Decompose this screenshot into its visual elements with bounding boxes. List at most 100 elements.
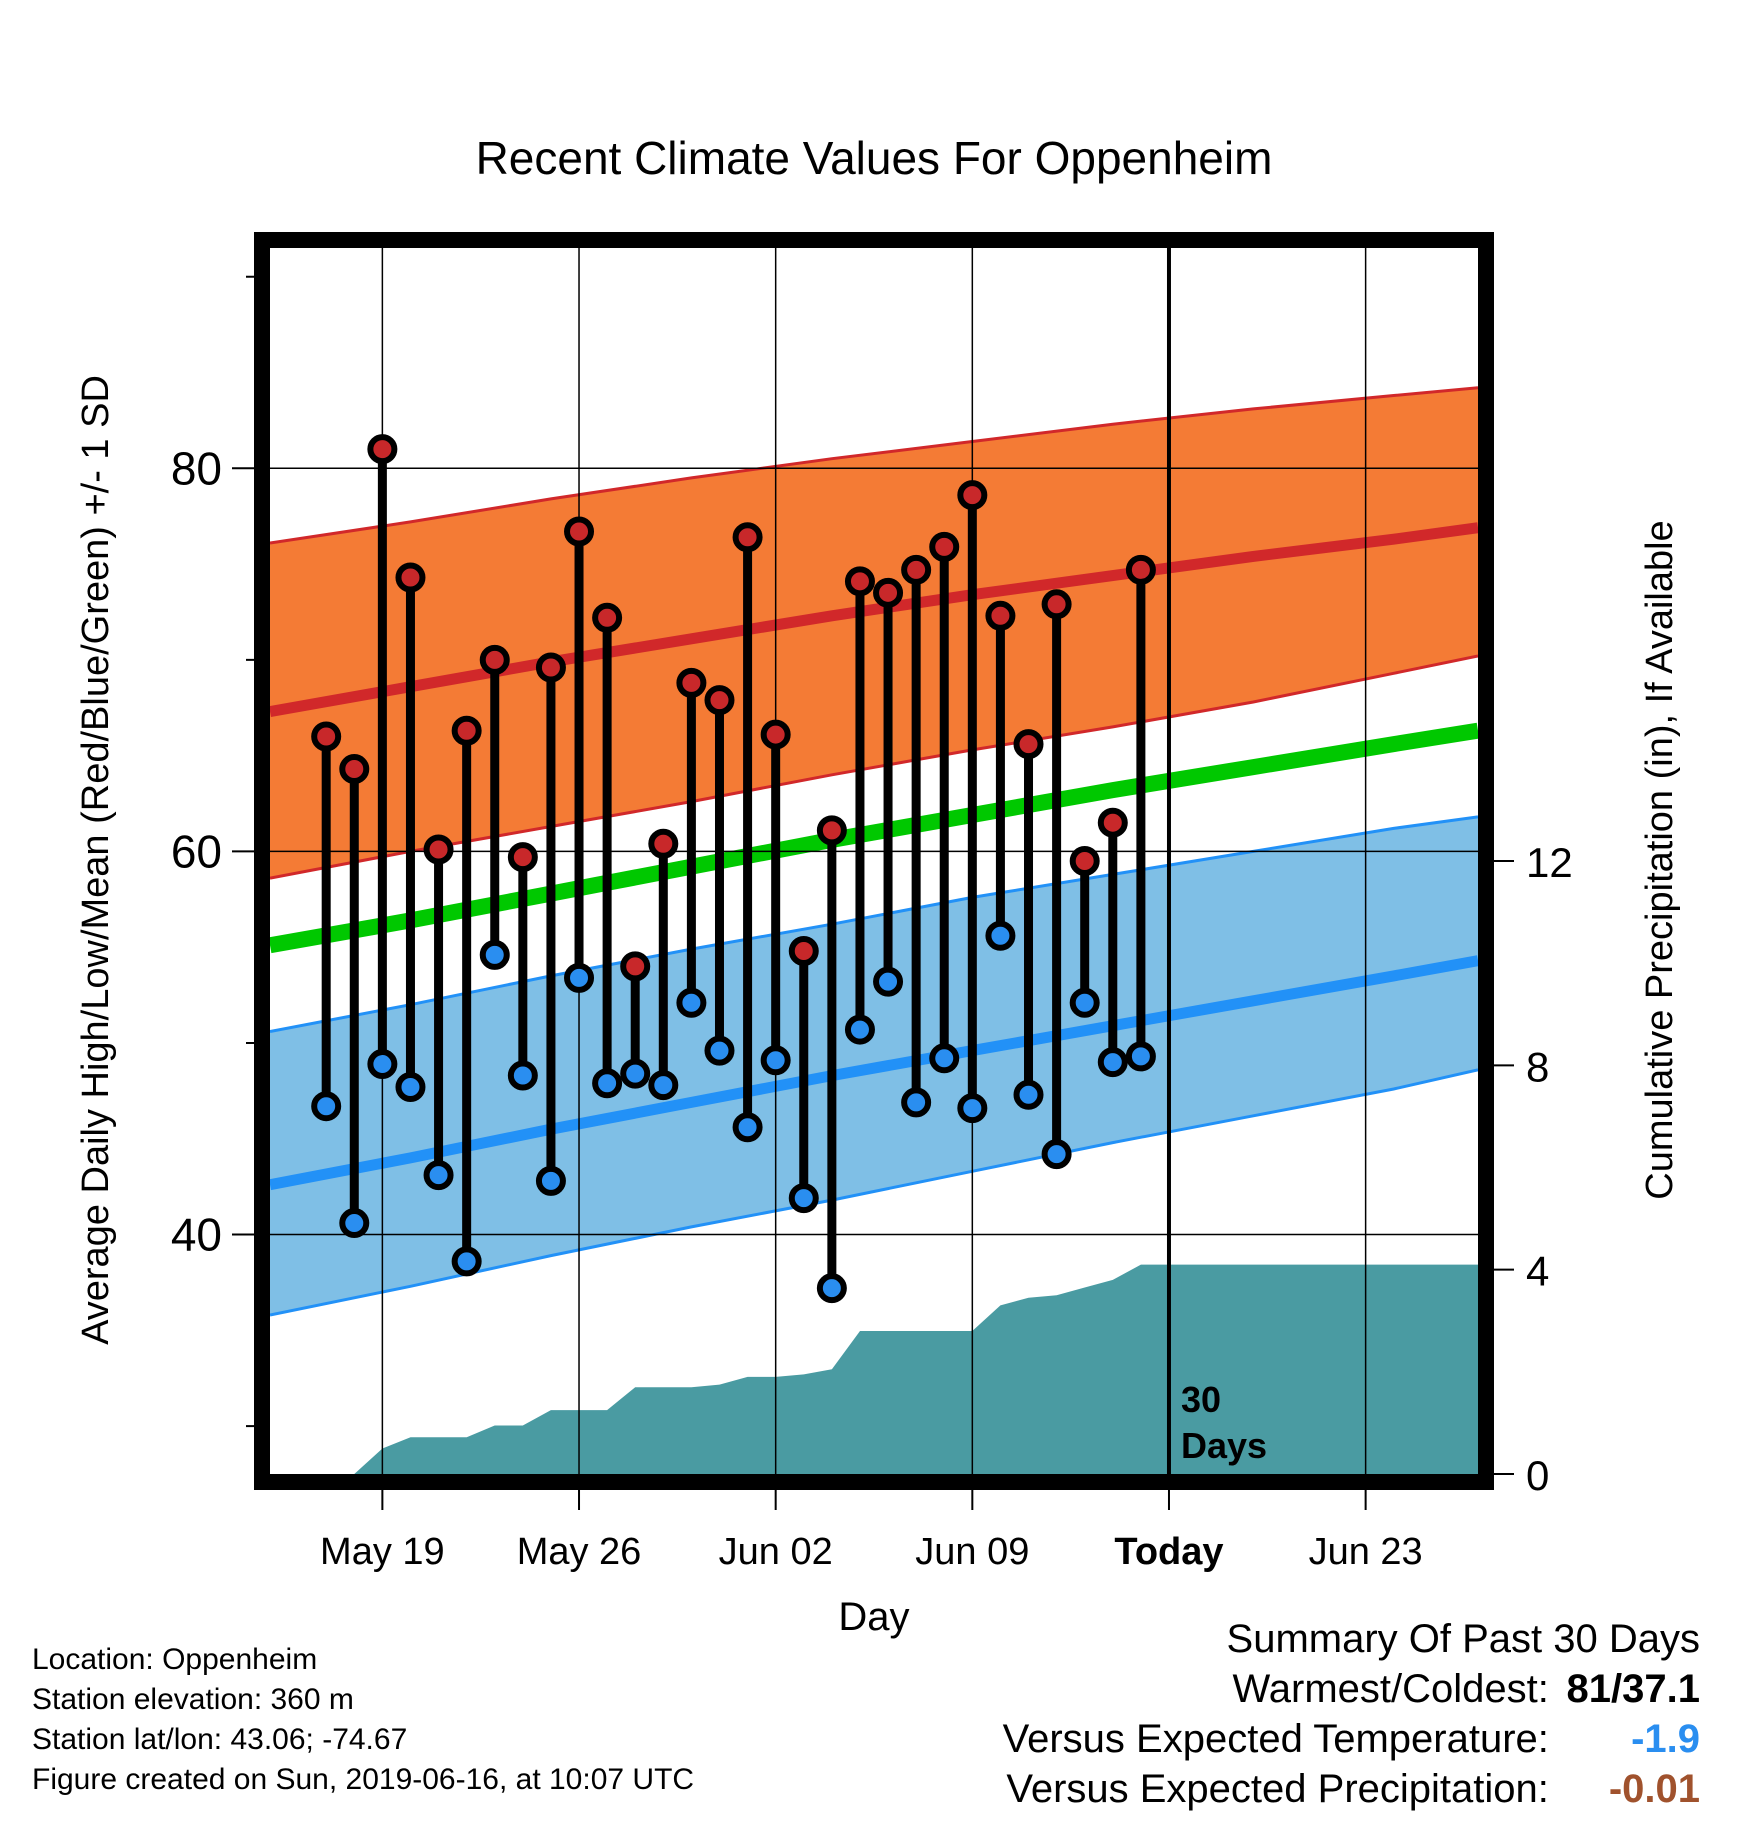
y-tick-label: 80 [171,442,222,494]
daily-low-point [929,1043,960,1074]
daily-low-point [676,987,707,1018]
daily-high-point [648,828,679,859]
daily-high-point [1013,729,1044,760]
normal-high-band [270,387,1478,879]
normal-high-band-lower-edge [270,654,1478,880]
summary-precip: Versus Expected Precipitation: -0.01 [1003,1764,1700,1814]
daily-low-point [957,1093,988,1124]
y-tick-label: 40 [171,1209,222,1261]
daily-high-point [957,480,988,511]
daily-low-point [564,962,595,993]
normal-low-band-lower-edge [270,1068,1478,1317]
plot-area [270,248,1478,1474]
normal-high-line [270,522,1478,718]
daily-high-point [311,721,342,752]
daily-high-point [929,531,960,562]
y2-axis-label: Cumulative Precipitation (in), If Availa… [1639,520,1681,1199]
daily-low-point [620,1058,651,1089]
daily-low-point [648,1070,679,1101]
summary-title: Summary Of Past 30 Days [1226,1617,1700,1661]
daily-high-point [1069,846,1100,876]
warmest-coldest-value: 81/37.1 [1566,1667,1700,1711]
summary-panel: Summary Of Past 30 Days Warmest/Coldest:… [1003,1614,1700,1814]
daily-low-point [507,1060,538,1091]
daily-low-point [395,1072,426,1103]
today-window-label: Days [1181,1425,1267,1466]
daily-high-point [564,516,595,547]
precip-vs-expected-label: Versus Expected Precipitation: [1006,1767,1549,1811]
daily-high-point [732,522,763,553]
chart-title: Recent Climate Values For Oppenheim [476,132,1273,184]
daily-high-point [873,577,904,608]
station-info: Location: Oppenheim Station elevation: 3… [32,1640,694,1800]
daily-high-point [339,754,370,785]
y-tick-label: 60 [171,825,222,877]
daily-low-point [901,1087,932,1118]
temp-vs-expected-value: -1.9 [1631,1717,1700,1761]
daily-low-point [479,939,510,970]
daily-high-point [395,562,426,593]
daily-low-point [339,1208,370,1239]
daily-high-point [1041,589,1072,620]
daily-low-point [311,1091,342,1122]
y2-tick-label: 4 [1526,1248,1549,1295]
daily-high-point [704,685,735,716]
daily-low-point [535,1165,566,1196]
daily-low-point [704,1035,735,1066]
daily-low-point [985,920,1016,951]
y2-tick-label: 0 [1526,1452,1549,1499]
daily-high-point [816,815,847,846]
daily-high-point [592,602,623,633]
daily-low-point [760,1045,791,1076]
y2-tick-label: 8 [1526,1043,1549,1090]
y-axis-label: Average Daily High/Low/Mean (Red/Blue/Gr… [75,375,117,1345]
daily-low-point [844,1014,875,1045]
daily-low-point [788,1183,819,1214]
x-tick-label: Jun 02 [719,1531,833,1573]
daily-high-point [367,434,398,465]
x-tick-label: Jun 23 [1309,1531,1423,1573]
today-window-label: 30 [1181,1379,1221,1420]
daily-low-point [1125,1041,1156,1072]
y2-tick-label: 12 [1526,839,1573,886]
daily-low-point [1041,1139,1072,1170]
x-tick-label: Jun 09 [915,1531,1029,1573]
daily-low-point [1013,1079,1044,1110]
daily-low-point [1069,987,1100,1018]
daily-low-point [367,1049,398,1080]
normal-mean-line [270,722,1478,954]
daily-low-point [732,1112,763,1143]
daily-high-point [479,644,510,675]
summary-temp: Versus Expected Temperature: -1.9 [1003,1714,1700,1764]
daily-low-point [873,966,904,997]
daily-low-point [423,1160,454,1191]
x-axis-label: Day [838,1595,909,1639]
precip-vs-expected-value: -0.01 [1608,1767,1700,1811]
normal-low-band-upper-edge [270,815,1478,1033]
latlon-text: Station lat/lon: 43.06; -74.67 [32,1723,408,1756]
daily-high-point [451,715,482,746]
daily-high-point [901,554,932,585]
temp-vs-expected-label: Versus Expected Temperature: [1002,1717,1549,1761]
daily-high-point [844,566,875,597]
x-tick-label: May 26 [517,1531,642,1573]
summary-warmest-coldest: Warmest/Coldest: 81/37.1 [1003,1664,1701,1714]
x-tick-label: Today [1114,1531,1223,1573]
daily-high-point [1097,807,1128,838]
x-tick-label: May 19 [320,1531,445,1573]
daily-high-point [620,951,651,982]
daily-high-point [676,667,707,698]
daily-low-point [1097,1047,1128,1078]
normal-low-line [270,955,1478,1191]
normal-high-band-upper-edge [270,386,1478,545]
daily-high-point [535,652,566,683]
daily-high-point [423,834,454,865]
daily-high-point [760,719,791,750]
warmest-coldest-label: Warmest/Coldest: [1232,1667,1549,1711]
daily-high-point [788,936,819,967]
elevation-text: Station elevation: 360 m [32,1683,354,1716]
precip-area [326,1264,1478,1474]
daily-low-point [451,1246,482,1277]
daily-low-point [592,1068,623,1099]
